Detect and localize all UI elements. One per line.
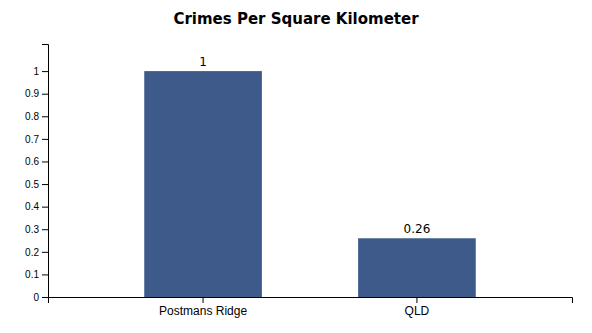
y-tick: 0.3 (25, 224, 48, 235)
y-tick: 0.2 (25, 247, 48, 258)
y-tick-mark (42, 297, 48, 298)
y-axis: 0 0.1 0.2 0.3 0.4 0.5 0.6 0.7 0.8 0.9 1 (25, 45, 48, 303)
x-tick-label: QLD (405, 304, 430, 318)
y-tick-label: 0 (33, 292, 39, 303)
y-tick-mark (42, 94, 48, 95)
y-tick-label: 0.2 (25, 247, 39, 258)
y-tick-mark (42, 71, 48, 72)
bar (144, 71, 262, 297)
y-tick-mark (42, 252, 48, 253)
y-tick-label: 0.9 (25, 88, 39, 99)
x-tick-mark (203, 297, 204, 303)
y-tick-mark (42, 139, 48, 140)
x-tick-mark (416, 297, 417, 303)
y-tick-label: 0.4 (25, 201, 39, 212)
y-tick-mark (42, 184, 48, 185)
x-axis-line (49, 298, 573, 304)
y-tick-label: 0.7 (25, 134, 39, 145)
y-tick-label: 0.6 (25, 156, 39, 167)
y-tick-label: 1 (33, 66, 39, 77)
y-tick: 0.5 (25, 179, 48, 190)
y-tick-mark (42, 116, 48, 117)
y-tick-label: 0.3 (25, 224, 39, 235)
data-label: 0.26 (404, 222, 431, 236)
y-tick: 0.8 (25, 111, 48, 122)
y-tick: 0.7 (25, 134, 48, 145)
x-tick-label: Postmans Ridge (159, 304, 247, 318)
bars (144, 71, 476, 297)
data-labels: 10.26 (199, 55, 430, 236)
y-tick-label: 0.5 (25, 179, 39, 190)
y-tick: 0.4 (25, 201, 48, 212)
y-tick: 1 (33, 66, 48, 77)
plot: 0 0.1 0.2 0.3 0.4 0.5 0.6 0.7 0.8 0.9 1 Postmans Ri… (25, 45, 572, 318)
x-tick: Postmans Ridge (159, 297, 247, 318)
y-tick-mark (42, 161, 48, 162)
x-tick: QLD (405, 297, 430, 318)
y-tick: 0.6 (25, 156, 48, 167)
y-tick-mark (42, 229, 48, 230)
y-tick: 0 (33, 292, 48, 303)
chart: Crimes Per Square Kilometer 0 0.1 0.2 0.3 0.4… (0, 0, 592, 333)
y-axis-line (42, 45, 49, 298)
data-label: 1 (199, 55, 207, 69)
bar (358, 238, 476, 297)
y-tick-mark (42, 274, 48, 275)
x-axis: Postmans Ridge QLD (49, 297, 573, 318)
y-tick-mark (42, 207, 48, 208)
y-tick: 0.1 (25, 269, 48, 280)
y-tick-label: 0.8 (25, 111, 39, 122)
y-tick: 0.9 (25, 88, 48, 99)
title: Crimes Per Square Kilometer (173, 10, 419, 28)
y-tick-label: 0.1 (25, 269, 39, 280)
